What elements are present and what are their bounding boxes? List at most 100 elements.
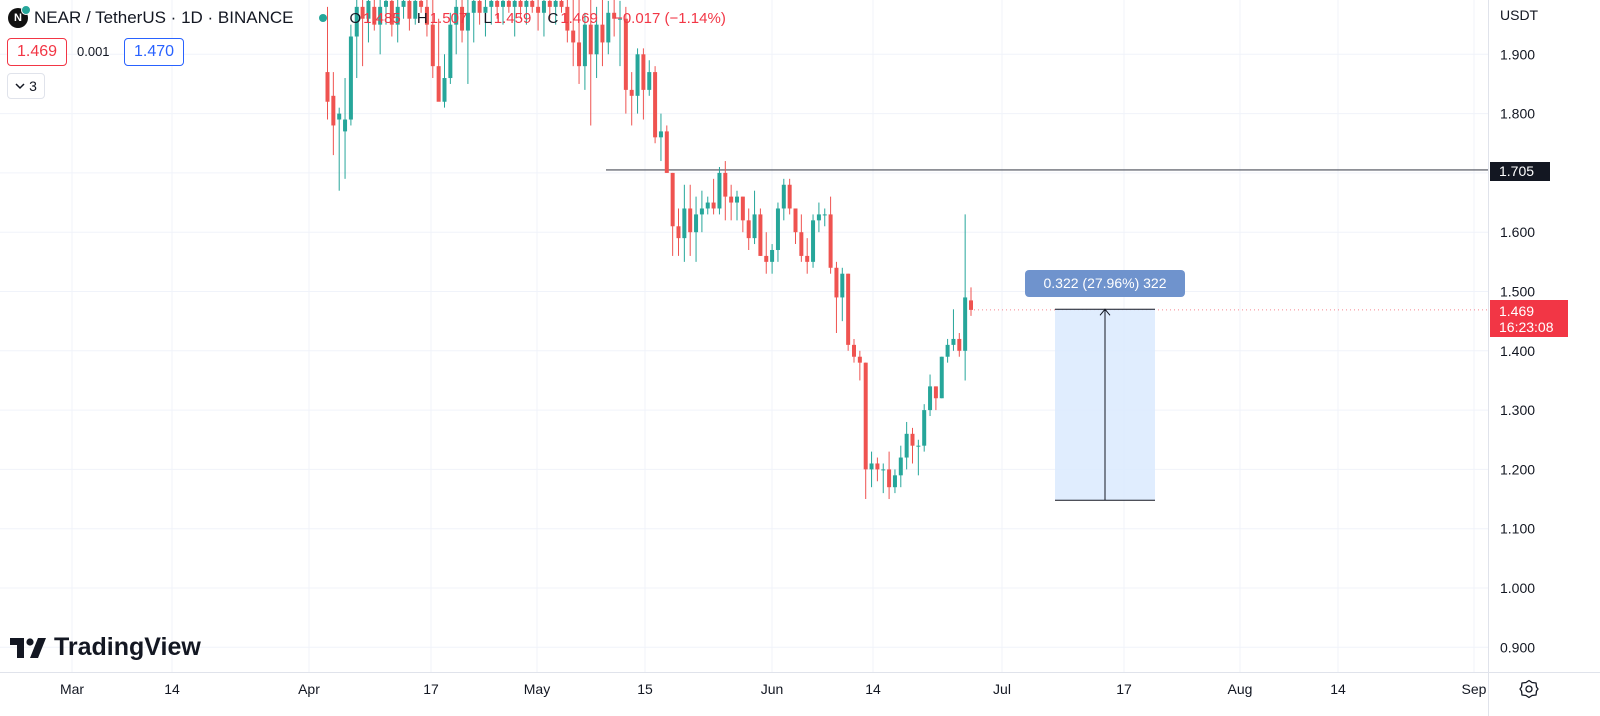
candle <box>541 0 546 37</box>
candle-body <box>384 0 388 7</box>
candle <box>904 421 909 470</box>
candle <box>530 0 535 13</box>
low-value: 1.459 <box>493 9 532 27</box>
measure-tool <box>1055 308 1155 501</box>
candle <box>582 12 587 90</box>
price-tick-label: 1.900 <box>1500 46 1535 62</box>
candle <box>799 214 804 262</box>
candle <box>910 427 915 464</box>
candle-body <box>963 297 968 351</box>
candle <box>670 172 675 256</box>
candle <box>682 184 687 262</box>
candle <box>471 0 476 43</box>
candle-body <box>407 0 412 19</box>
candle <box>600 0 605 67</box>
candle <box>805 238 810 274</box>
candle <box>846 273 851 351</box>
candle-body <box>577 42 582 67</box>
logo-text: TradingView <box>54 633 201 661</box>
candle-body <box>793 208 798 233</box>
price-tick-label: 1.500 <box>1500 284 1535 300</box>
candle-body <box>840 273 845 298</box>
candle <box>401 0 406 19</box>
ohlc-values: O 1.485 H 1.507 L 1.459 C 1.469 −0.017 (−1.1… <box>349 10 725 27</box>
candle <box>337 107 342 191</box>
time-tick-label: Jun <box>761 681 784 697</box>
candle <box>840 267 845 322</box>
candle-body <box>910 433 915 446</box>
candle <box>969 287 973 316</box>
price-tick-label: 1.100 <box>1500 521 1535 537</box>
candle-body <box>811 220 816 262</box>
candle-body <box>436 66 441 102</box>
candle-body <box>430 24 435 67</box>
settings-gear-icon[interactable] <box>1519 679 1539 699</box>
candle <box>647 60 652 96</box>
candle-body <box>454 6 459 25</box>
candle <box>664 125 669 173</box>
candle-body <box>670 172 675 227</box>
candle-body <box>740 196 745 221</box>
candle-body <box>594 24 599 55</box>
time-axis: Mar 14 Apr 17 May 15 Jun 14 Jul 17 Aug 14 Sep <box>60 681 1487 697</box>
candle-body <box>512 0 517 7</box>
time-tick-label: 15 <box>637 681 653 697</box>
candle <box>442 54 447 108</box>
candle <box>723 161 728 221</box>
candle <box>477 0 482 25</box>
high-label: H <box>416 9 428 27</box>
candle <box>635 48 640 114</box>
price-tick-label: 0.900 <box>1500 639 1535 655</box>
candle-body <box>424 6 429 25</box>
candle-body <box>442 78 447 102</box>
candle-body <box>582 24 587 67</box>
sell-button[interactable]: 1.469 <box>7 38 68 66</box>
candle-body <box>904 433 909 458</box>
tradingview-logo-icon <box>10 637 46 658</box>
candle <box>963 214 968 381</box>
candle <box>881 463 886 494</box>
symbol-header: N NEAR / TetherUS · 1D · BINANCE O 1.485 … <box>8 5 726 29</box>
candle <box>606 0 611 55</box>
candle <box>892 469 897 494</box>
candle <box>454 0 459 55</box>
price-tick-label: 1.000 <box>1500 580 1535 596</box>
indicators-toggle-button[interactable]: 3 <box>7 73 45 99</box>
candle <box>419 0 424 13</box>
buy-button[interactable]: 1.470 <box>124 38 185 66</box>
tradingview-logo[interactable]: TradingView <box>10 633 201 662</box>
candle-body <box>448 24 453 79</box>
time-tick-label: 14 <box>865 681 881 697</box>
candle-body <box>536 6 541 13</box>
candle-body <box>787 184 792 209</box>
candle-body <box>372 6 377 25</box>
candle-body <box>658 131 663 138</box>
candle <box>448 12 453 84</box>
candle <box>694 196 699 262</box>
candle-body <box>600 24 605 43</box>
candle-body <box>881 469 886 471</box>
candle <box>366 0 371 43</box>
candle <box>869 451 874 488</box>
candle <box>413 0 418 25</box>
bar-countdown: 16:23:08 <box>1499 319 1554 335</box>
spread-value: 0.001 <box>77 44 110 59</box>
candle <box>928 374 933 417</box>
candle <box>424 0 429 37</box>
candle-body <box>343 119 348 132</box>
currency-button[interactable]: USDT <box>1500 7 1539 23</box>
candle <box>746 208 751 250</box>
market-status-icon <box>319 14 328 22</box>
candle-body <box>694 214 699 233</box>
candle <box>465 0 470 84</box>
candle-body <box>348 36 353 120</box>
candle-body <box>501 0 505 7</box>
candle-body <box>705 202 710 209</box>
candle-body <box>816 214 821 221</box>
candle-body <box>524 0 529 7</box>
candle <box>834 261 839 334</box>
candle-body <box>325 72 330 102</box>
symbol-title[interactable]: NEAR / TetherUS · 1D · BINANCE <box>34 8 294 27</box>
candle-body <box>378 6 383 25</box>
